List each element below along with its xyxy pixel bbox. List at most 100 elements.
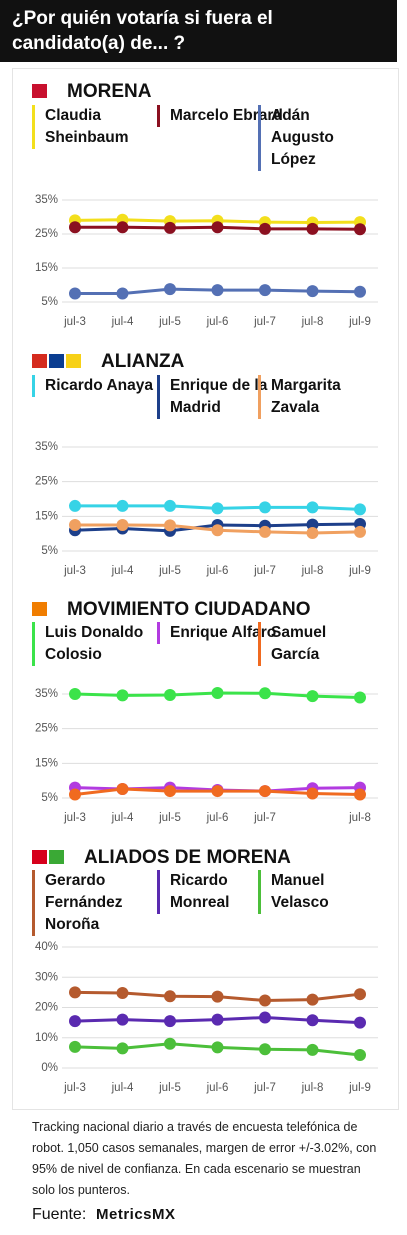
data-point xyxy=(69,1015,81,1028)
source-logo: MetricsMX xyxy=(96,1206,176,1223)
x-tick-label: jul-7 xyxy=(253,1082,276,1094)
chart-heading: MOVIMIENTO CIUDADANO xyxy=(67,599,311,620)
x-tick-label: jul-5 xyxy=(158,1082,181,1094)
data-point xyxy=(306,690,319,703)
y-tick-label: 35% xyxy=(35,441,58,453)
y-tick-label: 5% xyxy=(41,545,58,557)
legend-entry: Manuel Velasco xyxy=(258,870,371,914)
x-tick-label: jul-8 xyxy=(348,812,371,824)
legend-entry: Samuel García xyxy=(258,622,371,666)
x-tick-label: jul-9 xyxy=(348,316,371,328)
data-point xyxy=(306,993,319,1006)
party-icon xyxy=(32,84,47,98)
y-tick-label: 10% xyxy=(35,1032,58,1044)
data-point xyxy=(164,221,176,234)
y-tick-label: 40% xyxy=(35,941,58,953)
data-point xyxy=(259,501,271,514)
legend-entry: Luis Donaldo Colosio xyxy=(32,622,155,666)
panel xyxy=(12,68,399,1110)
data-point xyxy=(116,1013,129,1026)
y-tick-label: 25% xyxy=(35,723,58,735)
title: ¿Por quién votaría si fuera el candidato… xyxy=(12,8,273,54)
x-tick-label: jul-3 xyxy=(63,316,86,328)
chart-heading: ALIANZA xyxy=(101,351,185,372)
x-tick-label: jul-8 xyxy=(301,565,324,577)
data-point xyxy=(116,986,129,999)
y-tick-label: 30% xyxy=(35,971,58,983)
data-point xyxy=(306,222,319,235)
data-point xyxy=(259,284,271,297)
party-icon xyxy=(32,602,47,616)
data-point xyxy=(164,1037,176,1050)
x-tick-label: jul-3 xyxy=(63,812,86,824)
x-tick-label: jul-9 xyxy=(348,565,371,577)
party-icon xyxy=(49,850,64,864)
data-point xyxy=(306,501,319,514)
x-tick-label: jul-4 xyxy=(111,1082,134,1094)
note: Tracking nacional diario a través de enc… xyxy=(32,1120,377,1197)
data-point xyxy=(354,503,366,516)
data-point xyxy=(354,525,366,538)
data-point xyxy=(116,221,129,234)
party-icon xyxy=(32,354,47,368)
x-tick-label: jul-3 xyxy=(63,1082,86,1094)
data-point xyxy=(116,287,129,300)
legend-entry: Adán Augusto López xyxy=(258,105,371,171)
data-point xyxy=(69,1040,81,1053)
legend-entry: Gerardo Fernández Noroña xyxy=(32,870,155,936)
data-point xyxy=(354,285,366,298)
data-point xyxy=(211,221,224,234)
data-point xyxy=(211,284,224,297)
data-point xyxy=(259,1043,271,1056)
chart-heading: MORENA xyxy=(67,81,152,102)
data-point xyxy=(69,287,81,300)
data-point xyxy=(259,785,271,798)
data-point xyxy=(211,686,224,699)
party-icon xyxy=(32,850,47,864)
data-point xyxy=(116,1042,129,1055)
data-point xyxy=(116,782,129,795)
data-point xyxy=(69,221,81,234)
y-tick-label: 25% xyxy=(35,476,58,488)
x-tick-label: jul-4 xyxy=(111,812,134,824)
x-tick-label: jul-7 xyxy=(253,812,276,824)
x-tick-label: jul-7 xyxy=(253,316,276,328)
data-point xyxy=(116,499,129,512)
data-point xyxy=(306,526,319,539)
x-tick-label: jul-8 xyxy=(301,1082,324,1094)
x-tick-label: jul-4 xyxy=(111,316,134,328)
x-tick-label: jul-5 xyxy=(158,316,181,328)
x-tick-label: jul-4 xyxy=(111,565,134,577)
x-tick-label: jul-6 xyxy=(206,812,229,824)
x-tick-label: jul-3 xyxy=(63,565,86,577)
x-tick-label: jul-6 xyxy=(206,565,229,577)
x-tick-label: jul-6 xyxy=(206,316,229,328)
y-tick-label: 20% xyxy=(35,1002,58,1014)
line-chart: 35% 25% 15% 5% jul-3 jul-4 jul-5 jul-6 jul-7 jul-… xyxy=(35,686,378,824)
data-point xyxy=(164,990,176,1003)
data-point xyxy=(306,1043,319,1056)
data-point xyxy=(164,1015,176,1028)
data-point xyxy=(211,524,224,537)
data-point xyxy=(69,499,81,512)
x-tick-label: jul-6 xyxy=(206,1082,229,1094)
data-point xyxy=(259,222,271,235)
line-chart: 40% 30% 20% 10% 0% jul-3 jul-4 jul-5 jul-6 jul-7 j… xyxy=(35,941,378,1094)
legend-entry: Ricardo Monreal xyxy=(157,870,288,914)
data-point xyxy=(259,525,271,538)
legend-entry: Marcelo Ebrard xyxy=(157,105,288,127)
data-point xyxy=(306,787,319,800)
source-label: Fuente: xyxy=(32,1206,87,1223)
data-point xyxy=(211,1013,224,1026)
x-tick-label: jul-7 xyxy=(253,565,276,577)
y-tick-label: 15% xyxy=(35,757,58,769)
data-point xyxy=(164,283,176,296)
data-point xyxy=(116,689,129,702)
y-tick-label: 35% xyxy=(35,194,58,206)
data-point xyxy=(354,1016,366,1029)
data-point xyxy=(259,687,271,700)
data-point xyxy=(259,994,271,1007)
y-tick-label: 0% xyxy=(41,1062,58,1074)
party-icon xyxy=(66,354,81,368)
